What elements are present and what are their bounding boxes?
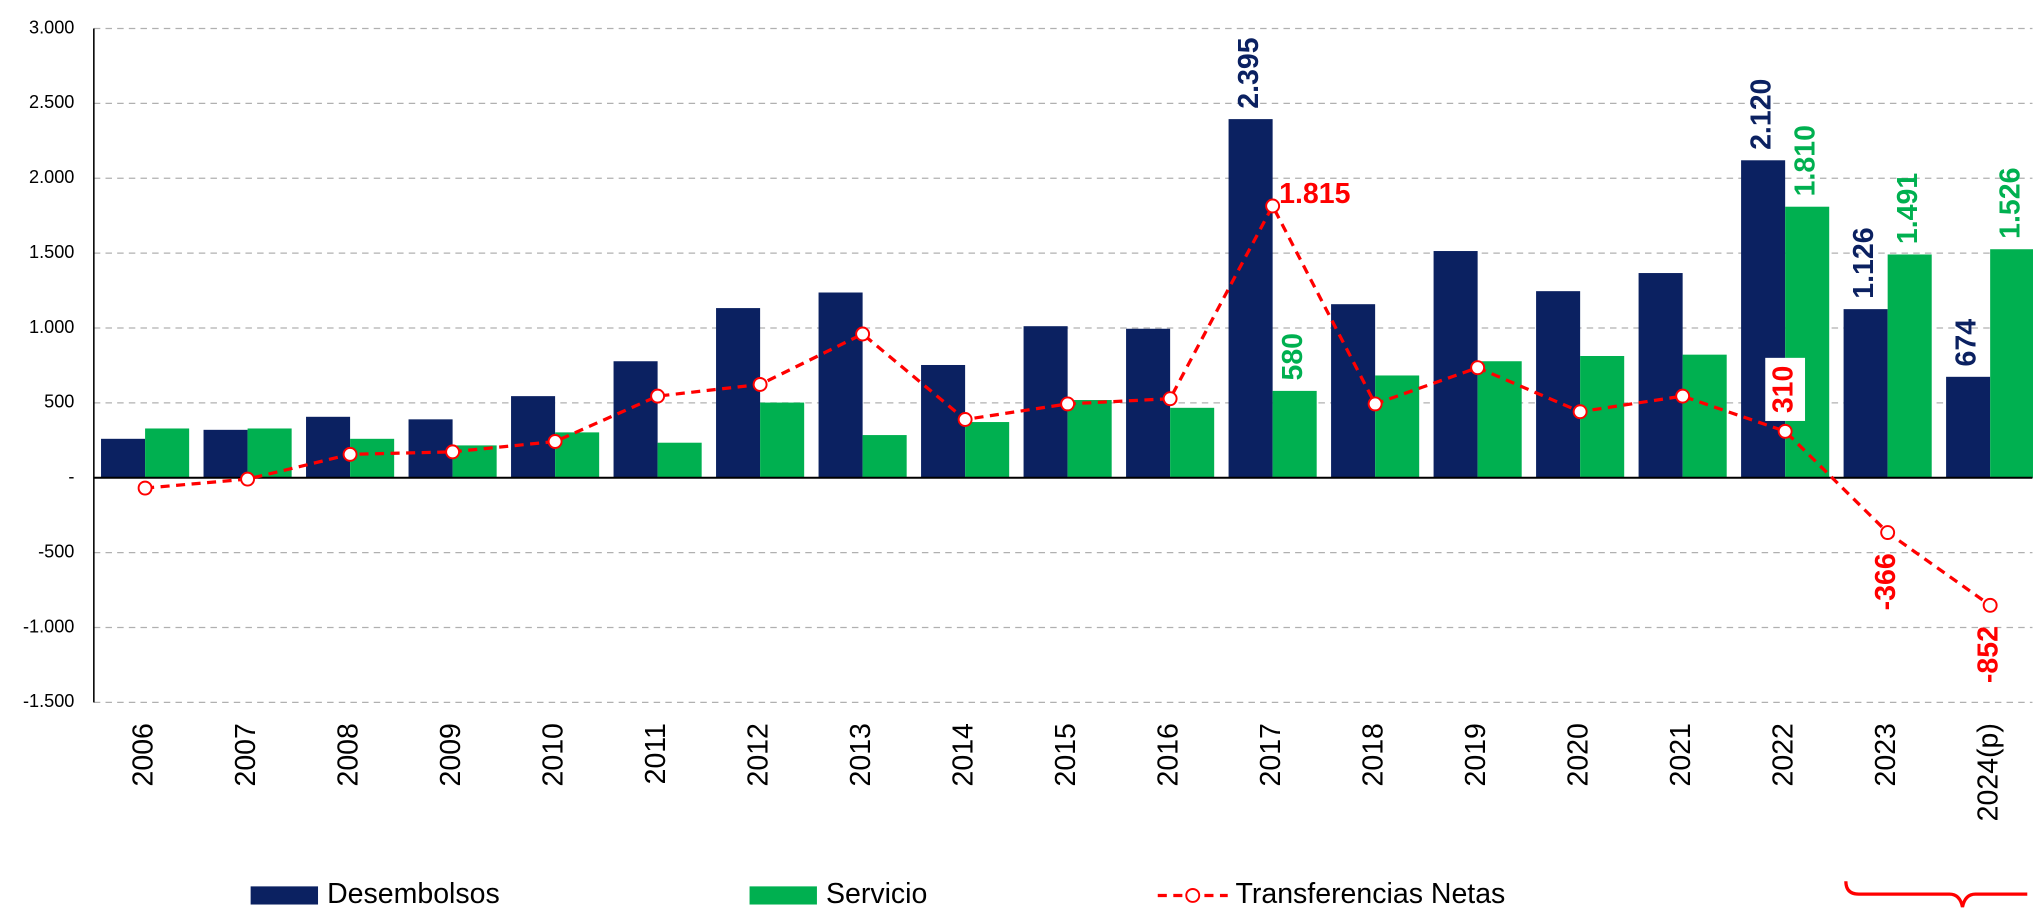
marker bbox=[139, 482, 152, 495]
data-label: 1.491 bbox=[1892, 173, 1924, 244]
marker bbox=[549, 435, 562, 448]
y-tick-label: 2.500 bbox=[29, 92, 74, 112]
bar bbox=[306, 417, 350, 478]
x-tick-label: 2023 bbox=[1870, 723, 1902, 786]
x-tick-label: 2017 bbox=[1255, 723, 1287, 786]
data-label: -852 bbox=[1973, 626, 2005, 683]
bar bbox=[1126, 329, 1170, 478]
x-tick-label: 2013 bbox=[845, 723, 877, 786]
bar bbox=[1888, 254, 1932, 477]
legend-swatch bbox=[251, 886, 318, 904]
x-tick-label: 2015 bbox=[1050, 723, 1082, 786]
y-tick-label: -1.500 bbox=[23, 691, 74, 711]
bar bbox=[863, 435, 907, 478]
data-label: 1.810 bbox=[1790, 125, 1822, 196]
data-label: 580 bbox=[1277, 333, 1309, 381]
x-tick-label: 2019 bbox=[1460, 723, 1492, 786]
marker bbox=[1984, 599, 1997, 612]
marker bbox=[1471, 361, 1484, 374]
marker bbox=[1369, 397, 1382, 410]
marker bbox=[1779, 425, 1792, 438]
x-tick-label: 2009 bbox=[435, 723, 467, 786]
bar bbox=[204, 430, 248, 478]
bar bbox=[1639, 273, 1683, 478]
y-tick-label: 3.000 bbox=[29, 17, 74, 37]
x-tick-label: 2020 bbox=[1563, 723, 1595, 786]
data-label: 2.120 bbox=[1746, 79, 1778, 150]
x-tick-label: 2007 bbox=[230, 723, 262, 786]
bar bbox=[1536, 291, 1580, 478]
x-tick-label: 2006 bbox=[128, 723, 160, 786]
bar bbox=[760, 403, 804, 478]
marker bbox=[754, 378, 767, 391]
bar bbox=[1068, 400, 1112, 478]
bar bbox=[1683, 355, 1727, 478]
chart: -1.500-1.000-500-5001.0001.5002.0002.500… bbox=[0, 0, 2033, 911]
bar bbox=[614, 361, 658, 478]
data-label: 1.526 bbox=[1995, 168, 2027, 239]
bar bbox=[1229, 119, 1273, 478]
bar bbox=[350, 439, 394, 478]
y-tick-label: -1.000 bbox=[23, 616, 74, 636]
marker bbox=[1061, 397, 1074, 410]
marker bbox=[959, 413, 972, 426]
y-tick-label: 2.000 bbox=[29, 167, 74, 187]
bar bbox=[716, 308, 760, 478]
bar bbox=[1990, 249, 2033, 478]
bar bbox=[1580, 356, 1624, 478]
bar bbox=[658, 443, 702, 478]
marker bbox=[856, 328, 869, 341]
marker bbox=[241, 473, 254, 486]
data-label: 2.395 bbox=[1233, 37, 1265, 108]
x-tick-label: 2012 bbox=[743, 723, 775, 786]
x-tick-label: 2021 bbox=[1665, 723, 1697, 786]
marker bbox=[1881, 526, 1894, 539]
y-tick-label: 500 bbox=[44, 392, 74, 412]
data-label: 310 bbox=[1768, 366, 1800, 414]
y-tick-label: 1.000 bbox=[29, 317, 74, 337]
x-tick-label: 2016 bbox=[1153, 723, 1185, 786]
bar bbox=[1946, 377, 1990, 478]
bar bbox=[1478, 361, 1522, 478]
page: {"chart_data": { "type": "bar_line", "ca… bbox=[0, 0, 2033, 911]
bar bbox=[1844, 309, 1888, 478]
x-tick-label: 2024(p) bbox=[1973, 723, 2005, 821]
bar bbox=[511, 396, 555, 478]
data-label: -366 bbox=[1870, 553, 1902, 610]
marker bbox=[651, 390, 664, 403]
legend-label: Transferencias Netas bbox=[1236, 878, 1506, 910]
marker bbox=[446, 445, 459, 458]
x-tick-label: 2014 bbox=[948, 723, 980, 787]
bar bbox=[1170, 408, 1214, 478]
bar bbox=[819, 293, 863, 478]
x-tick-label: 2010 bbox=[538, 723, 570, 786]
y-tick-label: - bbox=[68, 467, 74, 487]
marker bbox=[1574, 405, 1587, 418]
bar bbox=[1273, 391, 1317, 478]
bracket bbox=[1846, 881, 2027, 907]
bar bbox=[145, 428, 189, 477]
x-tick-label: 2008 bbox=[333, 723, 365, 786]
marker bbox=[1266, 199, 1279, 212]
legend-swatch bbox=[750, 886, 817, 904]
y-tick-label: 1.500 bbox=[29, 242, 74, 262]
x-tick-label: 2022 bbox=[1768, 723, 1800, 786]
legend-marker bbox=[1186, 889, 1199, 902]
bar bbox=[965, 422, 1009, 478]
y-tick-label: -500 bbox=[38, 541, 74, 561]
x-tick-label: 2011 bbox=[640, 723, 672, 784]
marker bbox=[1164, 392, 1177, 405]
data-label: 674 bbox=[1951, 319, 1983, 367]
x-tick-label: 2018 bbox=[1358, 723, 1390, 786]
bar bbox=[101, 439, 145, 478]
legend-label: Desembolsos bbox=[327, 878, 500, 910]
marker bbox=[344, 448, 357, 461]
marker bbox=[1676, 390, 1689, 403]
legend-label: Servicio bbox=[826, 878, 927, 910]
data-label: 1.126 bbox=[1848, 227, 1880, 298]
data-label: 1.815 bbox=[1279, 178, 1350, 210]
